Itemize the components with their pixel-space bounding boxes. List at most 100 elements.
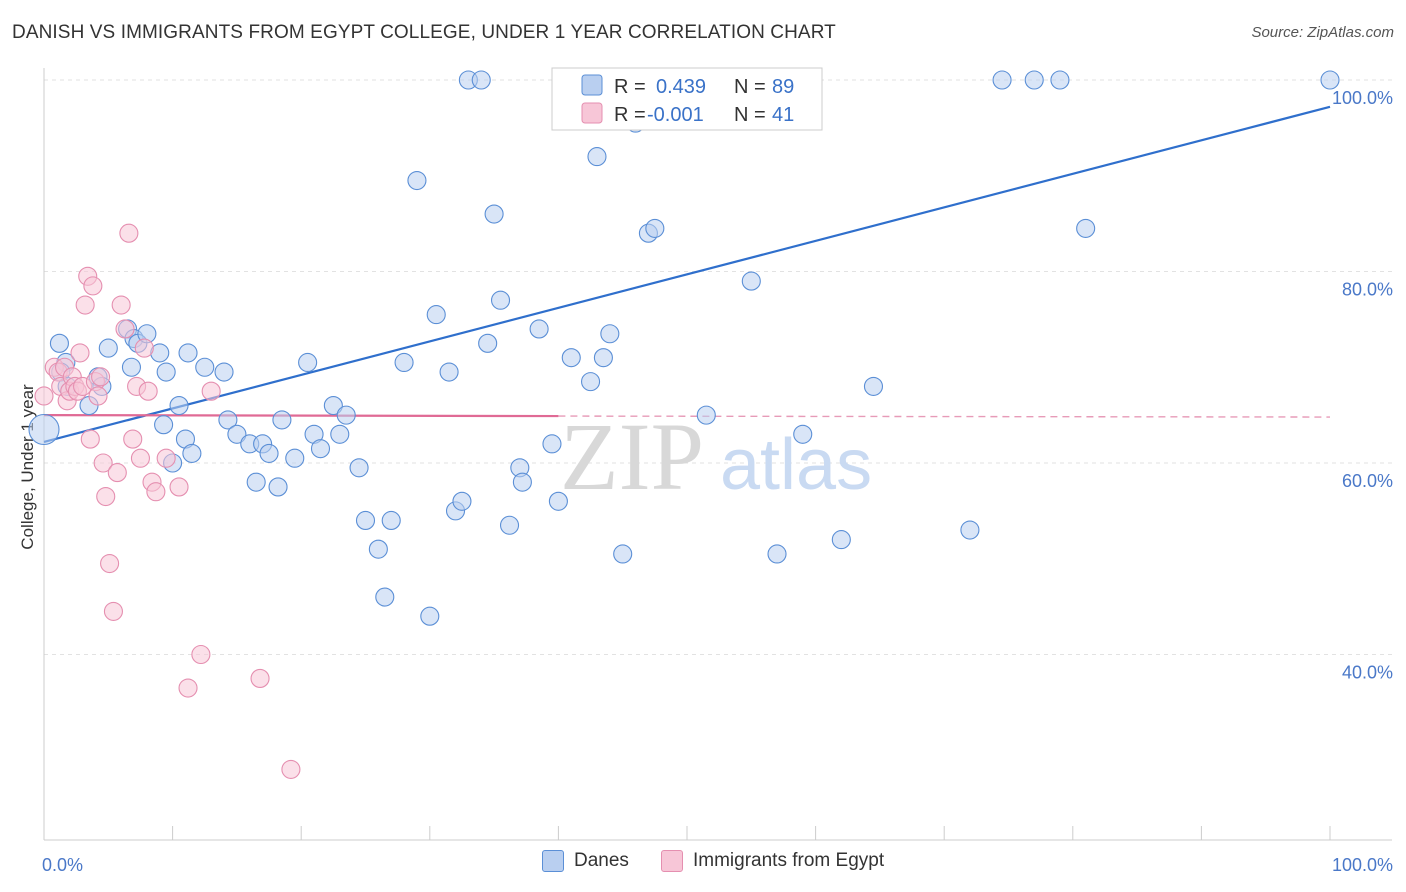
legend-r-label-egypt: R =	[614, 104, 646, 126]
point-danes-37	[330, 424, 350, 444]
point-danes-58	[512, 472, 532, 492]
point-egypt-20	[96, 486, 116, 507]
legend-r-value-danes: 0.439	[656, 76, 706, 98]
point-egypt-17	[88, 386, 108, 406]
point-danes-55	[490, 290, 511, 310]
point-danes-0	[28, 413, 60, 446]
point-egypt-22	[103, 601, 123, 621]
point-danes-32	[298, 352, 318, 373]
legend-n-value-egypt: 41	[772, 104, 794, 126]
point-danes-56	[499, 515, 520, 535]
y-tick-label-3: 100.0%	[1332, 88, 1393, 108]
point-egypt-37	[191, 644, 211, 665]
series-legend: Danes Immigrants from Egypt	[0, 850, 1406, 878]
point-egypt-21	[100, 553, 120, 574]
point-egypt-12	[75, 295, 95, 315]
point-egypt-31	[138, 381, 158, 401]
trend-line-egypt-extension	[558, 415, 1331, 418]
y-tick-label-0: 40.0%	[1342, 663, 1393, 683]
point-egypt-18	[91, 367, 111, 387]
point-danes-54	[484, 204, 504, 224]
point-danes-46	[420, 606, 440, 626]
point-egypt-33	[146, 482, 166, 502]
point-danes-28	[246, 472, 266, 492]
point-danes-76	[767, 544, 787, 564]
legend-swatch-danes-bottom	[542, 850, 564, 872]
point-danes-15	[156, 362, 176, 382]
point-danes-85	[1320, 70, 1340, 90]
point-danes-47	[426, 305, 446, 325]
point-danes-25	[227, 424, 247, 444]
point-egypt-19	[93, 453, 113, 473]
point-danes-63	[580, 372, 601, 392]
legend-n-label-danes: N =	[734, 76, 766, 98]
chart-source: Source: ZipAtlas.com	[1251, 24, 1394, 41]
point-danes-45	[407, 170, 427, 191]
point-danes-52	[471, 70, 491, 90]
point-danes-80	[960, 520, 980, 540]
point-danes-53	[478, 333, 498, 353]
legend-swatch-danes	[581, 74, 603, 96]
point-egypt-38	[201, 381, 221, 401]
legend-n-value-danes: 89	[772, 76, 794, 98]
point-danes-38	[336, 405, 356, 425]
legend-label-danes: Danes	[574, 850, 629, 871]
point-danes-22	[195, 357, 215, 377]
point-danes-16	[169, 395, 189, 416]
point-egypt-15	[83, 276, 103, 296]
point-danes-33	[285, 448, 305, 468]
point-egypt-30	[134, 338, 154, 358]
y-axis-label: College, Under 1 year	[18, 384, 37, 550]
y-tick-labels: 40.0% 60.0% 80.0% 100.0%	[1332, 88, 1393, 683]
legend-n-label-egypt: N =	[734, 104, 766, 126]
point-egypt-35	[169, 477, 189, 497]
point-egypt-36	[178, 678, 198, 698]
point-danes-75	[741, 271, 761, 291]
x-tick-label-0: 0.0%	[42, 855, 83, 875]
point-danes-44	[394, 352, 414, 373]
legend-swatch-egypt	[581, 102, 603, 124]
point-danes-21	[178, 343, 198, 363]
point-danes-64	[587, 147, 607, 167]
point-danes-36	[323, 395, 343, 416]
point-danes-42	[375, 587, 395, 607]
trend-lines	[43, 105, 1331, 443]
point-egypt-26	[119, 223, 139, 243]
point-danes-61	[548, 491, 568, 511]
legend-r-value-egypt: -0.001	[647, 104, 704, 126]
point-egypt-25	[115, 319, 135, 339]
chart-title: DANISH VS IMMIGRANTS FROM EGYPT COLLEGE,…	[12, 22, 836, 43]
point-egypt-24	[111, 295, 131, 315]
point-egypt-10	[70, 343, 90, 363]
point-danes-78	[831, 530, 851, 550]
point-egypt-34	[156, 448, 176, 468]
point-danes-77	[793, 424, 813, 444]
point-danes-71	[645, 218, 665, 238]
point-danes-20	[182, 443, 202, 463]
point-danes-31	[272, 410, 292, 430]
point-egypt-0	[34, 386, 54, 406]
point-danes-43	[381, 510, 401, 531]
point-danes-66	[600, 324, 620, 344]
point-danes-83	[1050, 70, 1070, 90]
y-tick-label-1: 60.0%	[1342, 471, 1393, 491]
point-danes-12	[121, 357, 141, 377]
point-danes-30	[259, 443, 279, 463]
point-egypt-40	[281, 759, 301, 779]
watermark-zip: ZIP	[560, 403, 704, 510]
point-danes-81	[992, 70, 1012, 90]
gridlines	[44, 79, 1392, 655]
point-danes-48	[439, 362, 459, 382]
point-danes-24	[218, 410, 238, 430]
point-danes-17	[154, 415, 174, 435]
watermark: ZIP atlas	[560, 403, 872, 510]
point-danes-39	[349, 458, 369, 478]
point-danes-59	[529, 319, 549, 339]
x-tick-label-1: 100.0%	[1332, 855, 1393, 875]
trend-line-egypt	[43, 414, 559, 418]
point-danes-73	[696, 405, 716, 425]
point-danes-79	[863, 376, 884, 396]
legend-item-danes: Danes	[542, 850, 629, 872]
stats-legend: R = 0.439 N = 89 R = -0.001 N = 41	[551, 67, 823, 131]
